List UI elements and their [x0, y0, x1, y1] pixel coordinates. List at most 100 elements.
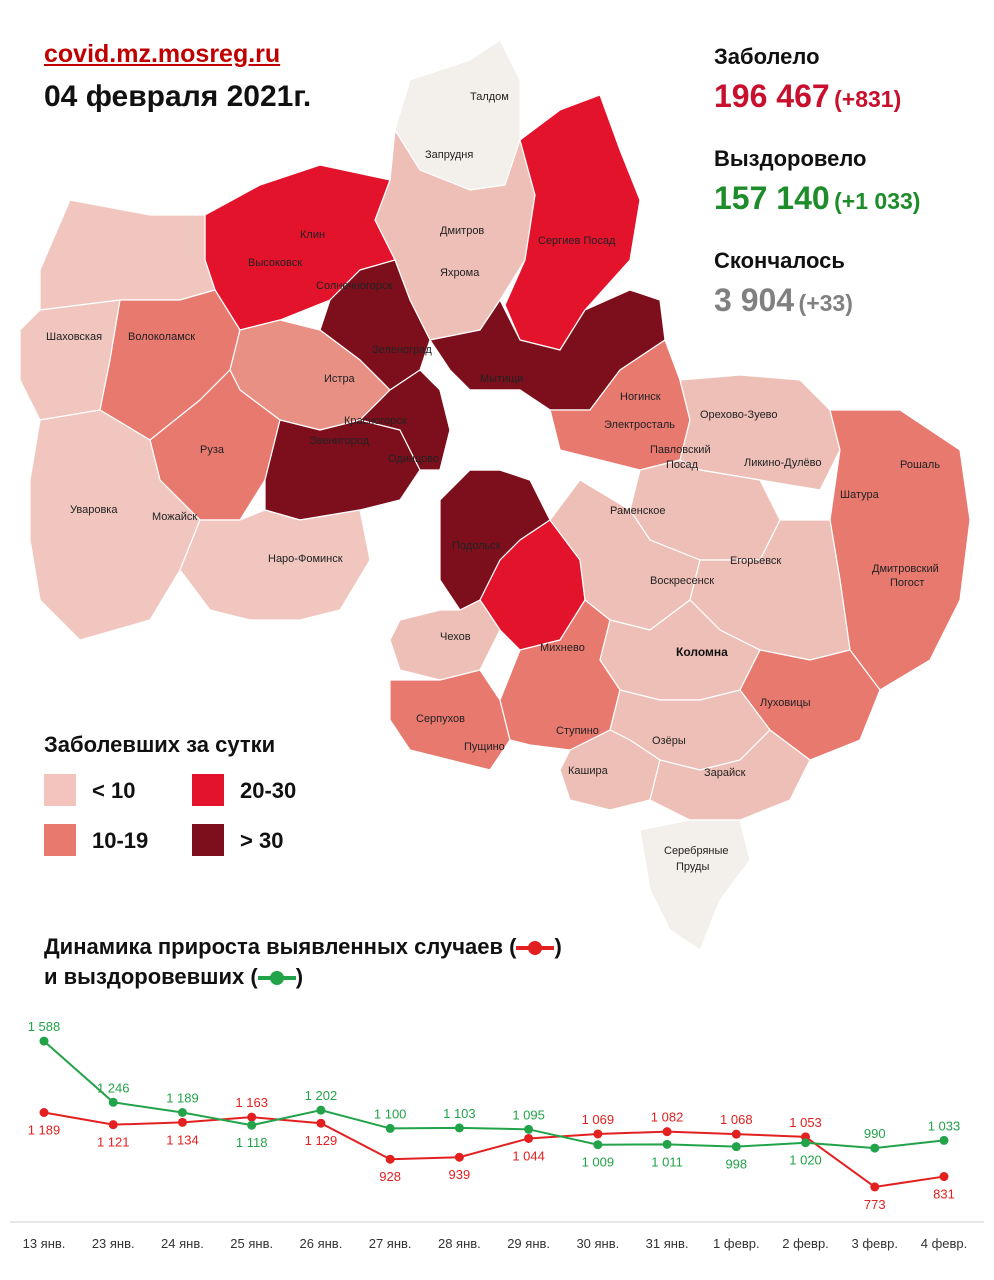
- svg-text:Сергиев Посад: Сергиев Посад: [538, 235, 616, 247]
- sick-data-label: 1 189: [28, 1122, 61, 1137]
- svg-text:Красногорск: Красногорск: [344, 415, 407, 427]
- map-district-chekhov: [389, 599, 501, 681]
- svg-text:Солнечногорск: Солнечногорск: [316, 280, 392, 292]
- recovered-stat: 157 140 (+1 033): [714, 180, 920, 217]
- svg-text:Пруды: Пруды: [676, 861, 709, 873]
- recovered-label: Выздоровело: [714, 146, 867, 171]
- svg-text:Высоковск: Высоковск: [248, 257, 302, 269]
- sick-label: Заболело: [714, 44, 820, 69]
- sick-point: [939, 1172, 949, 1182]
- x-tick-label: 23 янв.: [92, 1236, 135, 1251]
- died-total: 3 904: [714, 282, 795, 318]
- legend-label-lt10: < 10: [92, 778, 136, 803]
- sick-data-label: 928: [379, 1169, 401, 1184]
- sick-data-label: 1 134: [166, 1132, 199, 1147]
- svg-text:Запрудня: Запрудня: [425, 149, 473, 161]
- sick-data-label: 939: [449, 1167, 471, 1182]
- recovered-data-label: 1 011: [651, 1154, 683, 1169]
- svg-text:Талдом: Талдом: [470, 91, 509, 103]
- moscow-city: [439, 379, 561, 481]
- svg-text:Кашира: Кашира: [568, 765, 609, 777]
- sick-delta: (+831): [834, 86, 902, 112]
- sick-point: [108, 1120, 118, 1130]
- recovered-series-marker-icon: [257, 971, 296, 986]
- recovered-data-label: 990: [864, 1126, 886, 1141]
- sick-data-label: 1 129: [305, 1133, 338, 1148]
- region-map: Талдом Запрудня Клин Высоковск Дмитров Я…: [19, 39, 971, 951]
- svg-text:Рошаль: Рошаль: [900, 459, 940, 471]
- svg-text:Яхрома: Яхрома: [440, 267, 480, 279]
- x-tick-label: 3 февр.: [852, 1236, 899, 1251]
- sick-point: [870, 1182, 880, 1192]
- map-district-zaraysk: [649, 729, 811, 821]
- sick-data-label: 1 044: [512, 1148, 545, 1163]
- recovered-data-label: 1 095: [512, 1107, 545, 1122]
- svg-text:Можайск: Можайск: [152, 511, 197, 523]
- sick-data-label: 773: [864, 1197, 886, 1212]
- died-label: Скончалось: [714, 248, 845, 273]
- svg-text:Орехово-Зуево: Орехово-Зуево: [700, 409, 778, 421]
- recovered-point: [662, 1139, 672, 1149]
- sick-point: [316, 1118, 326, 1128]
- sick-data-label: 1 163: [235, 1095, 268, 1110]
- recovered-data-label: 1 009: [582, 1155, 615, 1170]
- svg-text:Зарайск: Зарайск: [704, 767, 746, 779]
- svg-text:Чехов: Чехов: [440, 631, 471, 643]
- svg-text:Коломна: Коломна: [676, 645, 728, 659]
- sick-data-label: 1 082: [651, 1110, 684, 1125]
- recovered-data-label: 1 118: [236, 1135, 268, 1150]
- svg-text:Шатура: Шатура: [840, 489, 880, 501]
- died-stat: 3 904 (+33): [714, 282, 853, 319]
- map-district-orekhovo: [679, 374, 841, 491]
- sick-point: [247, 1112, 257, 1122]
- map-district-narofom: [179, 509, 371, 621]
- sick-data-label: 1 053: [789, 1115, 822, 1130]
- svg-text:Руза: Руза: [200, 444, 225, 456]
- recovered-point: [316, 1105, 326, 1115]
- svg-text:Шаховская: Шаховская: [46, 331, 102, 343]
- svg-text:Волоколамск: Волоколамск: [128, 331, 195, 343]
- map-district-shatura: [829, 409, 971, 691]
- recovered-data-label: 1 246: [97, 1080, 130, 1095]
- x-tick-label: 4 февр.: [921, 1236, 968, 1251]
- recovered-point: [870, 1143, 880, 1153]
- site-link[interactable]: covid.mz.mosreg.ru: [44, 40, 281, 68]
- recovered-data-label: 998: [725, 1157, 747, 1172]
- chart-title-line2-text: и выздоровевших (: [44, 964, 258, 989]
- legend-swatch-10-19: [44, 824, 76, 856]
- map-district-serebpr: [639, 819, 751, 951]
- sick-total: 196 467: [714, 78, 830, 114]
- sick-series-line: [43, 1111, 945, 1188]
- svg-text:Погост: Погост: [890, 577, 924, 589]
- sick-point: [177, 1117, 187, 1127]
- chart-title-line1-close: ): [554, 934, 562, 959]
- svg-text:Ступино: Ступино: [556, 725, 599, 737]
- x-tick-label: 28 янв.: [438, 1236, 481, 1251]
- map-district-serpukhov: [389, 669, 511, 771]
- x-tick-label: 29 янв.: [507, 1236, 550, 1251]
- chart-title-line2: и выздоровевших (): [44, 964, 303, 990]
- recovered-data-label: 1 189: [166, 1090, 199, 1105]
- sick-data-label: 1 068: [720, 1112, 753, 1127]
- sick-point: [454, 1152, 464, 1162]
- recovered-data-label: 1 100: [374, 1106, 407, 1121]
- sick-point: [524, 1133, 534, 1143]
- svg-text:Ликино-Дулёво: Ликино-Дулёво: [744, 457, 822, 469]
- sick-data-label: 1 121: [97, 1135, 130, 1150]
- svg-text:Зеленоград: Зеленоград: [372, 344, 432, 356]
- legend-swatch-20-30: [192, 774, 224, 806]
- report-date: 04 февраля 2021г.: [44, 80, 312, 113]
- x-tick-label: 27 янв.: [369, 1236, 412, 1251]
- chart-title-line1: Динамика прироста выявленных случаев (): [44, 934, 562, 960]
- legend-title: Заболевших за сутки: [44, 732, 276, 757]
- x-tick-label: 26 янв.: [300, 1236, 343, 1251]
- svg-text:Звенигород: Звенигород: [310, 435, 370, 447]
- x-tick-label: 1 февр.: [713, 1236, 760, 1251]
- recovered-point: [593, 1140, 603, 1150]
- sick-point: [385, 1154, 395, 1164]
- svg-text:Ногинск: Ногинск: [620, 391, 661, 403]
- legend-swatch-gt30: [192, 824, 224, 856]
- sick-stat: 196 467 (+831): [714, 78, 901, 115]
- legend-swatch-lt10: [44, 774, 76, 806]
- recovered-point: [731, 1142, 741, 1152]
